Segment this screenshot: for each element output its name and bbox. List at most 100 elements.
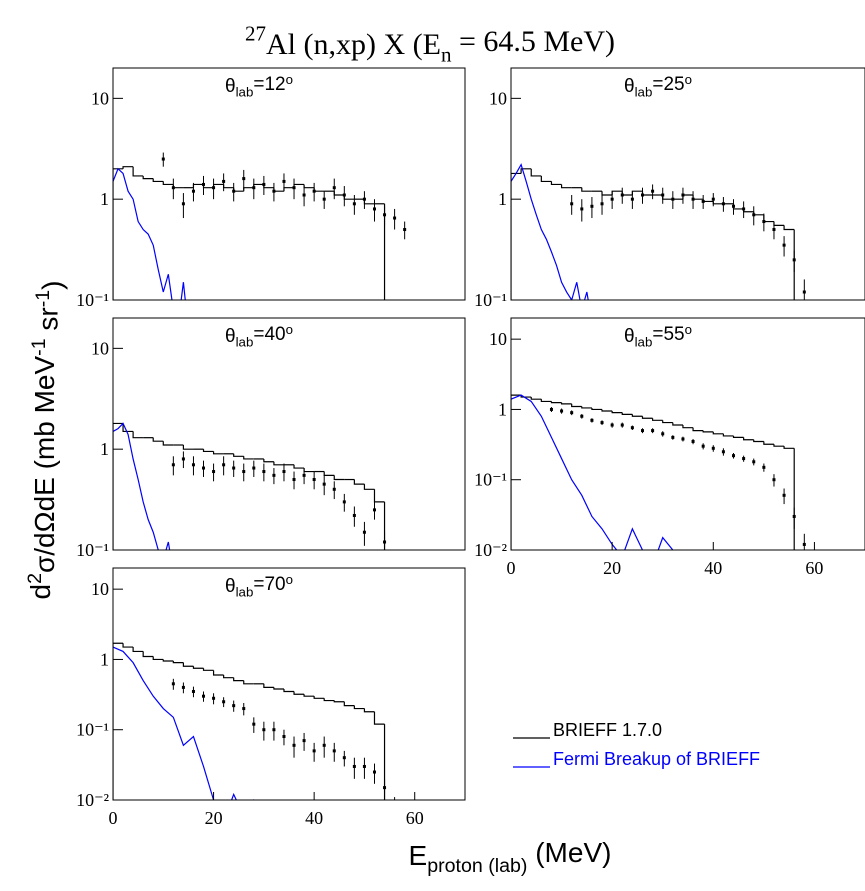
histogram-bin bbox=[743, 437, 754, 441]
data-point bbox=[202, 466, 206, 470]
data-point bbox=[171, 186, 175, 190]
data-point bbox=[202, 182, 206, 186]
histogram-bin bbox=[162, 659, 174, 662]
histogram-bin bbox=[122, 643, 134, 648]
histogram-bin bbox=[712, 201, 724, 205]
data-point bbox=[202, 694, 206, 698]
histogram-bin bbox=[273, 461, 284, 466]
text-part: θ bbox=[624, 76, 635, 97]
data-point bbox=[752, 213, 756, 217]
histogram-bin bbox=[233, 187, 244, 192]
data-point bbox=[292, 743, 296, 747]
data-point bbox=[762, 220, 766, 224]
y-tick-label: 1 bbox=[100, 189, 109, 209]
y-tick-label: 10 bbox=[489, 329, 507, 349]
data-point bbox=[610, 423, 614, 427]
data-point bbox=[802, 542, 806, 546]
text-part: (MeV) bbox=[527, 837, 611, 868]
histogram-bin bbox=[152, 437, 164, 442]
data-point bbox=[262, 728, 266, 732]
text-part: o bbox=[286, 572, 293, 587]
data-point bbox=[171, 682, 175, 686]
histogram-bin bbox=[682, 194, 694, 200]
histogram-bin bbox=[353, 479, 365, 485]
text-part: n bbox=[441, 42, 452, 66]
histogram-bin bbox=[363, 199, 375, 205]
histogram-bin bbox=[343, 701, 355, 707]
data-point bbox=[792, 514, 796, 518]
data-point bbox=[792, 258, 796, 262]
histogram-bin bbox=[773, 221, 785, 226]
data-point bbox=[342, 500, 346, 504]
panel-title: θlab=40o bbox=[225, 322, 293, 350]
data-point bbox=[312, 189, 316, 193]
histogram-bin bbox=[323, 698, 335, 702]
histogram-bin bbox=[343, 195, 355, 200]
data-point bbox=[681, 437, 685, 441]
histogram-bin bbox=[353, 705, 365, 710]
text-part: ) bbox=[36, 281, 67, 290]
panel-title: θlab=25o bbox=[624, 72, 692, 100]
histogram-bin bbox=[263, 458, 274, 463]
data-point bbox=[232, 189, 236, 193]
histogram-bin bbox=[662, 195, 673, 200]
histogram-bin bbox=[363, 484, 375, 490]
histogram-bin bbox=[263, 184, 274, 189]
histogram-bin bbox=[132, 647, 144, 653]
y-tick-label: 10 bbox=[91, 338, 109, 358]
histogram-bin bbox=[223, 184, 234, 189]
text-part: θ bbox=[225, 76, 236, 97]
histogram-bin bbox=[530, 168, 542, 177]
data-point bbox=[362, 197, 366, 201]
data-point bbox=[322, 482, 326, 486]
y-tick-label: 10⁻² bbox=[76, 790, 109, 810]
histogram-bin bbox=[732, 203, 744, 210]
data-point bbox=[640, 429, 644, 433]
data-point bbox=[352, 202, 356, 206]
histogram-bin bbox=[233, 677, 244, 682]
histogram-bin bbox=[142, 651, 154, 658]
panel-frame bbox=[510, 317, 865, 551]
histogram-bin bbox=[773, 444, 785, 447]
histogram-bin bbox=[182, 445, 194, 450]
text-part: Al (n,xp) X (E bbox=[266, 28, 441, 61]
histogram-bin bbox=[511, 394, 522, 550]
histogram-bin bbox=[132, 166, 144, 177]
data-point bbox=[393, 558, 396, 561]
data-point bbox=[322, 197, 326, 201]
histogram-bin bbox=[560, 184, 572, 189]
data-point bbox=[813, 321, 816, 324]
data-point bbox=[570, 411, 574, 415]
histogram-bin bbox=[253, 183, 264, 188]
data-point bbox=[549, 407, 553, 411]
data-point bbox=[782, 243, 786, 247]
histogram-bin bbox=[560, 402, 572, 405]
data-point bbox=[302, 739, 306, 743]
histogram-bin bbox=[591, 407, 603, 411]
data-point bbox=[570, 202, 574, 206]
histogram-bin bbox=[313, 187, 325, 192]
data-point bbox=[161, 157, 165, 161]
text-part: proton (lab) bbox=[427, 855, 527, 877]
fermi-line bbox=[511, 394, 674, 550]
histogram-bin bbox=[223, 675, 234, 679]
x-tick-label: 60 bbox=[805, 558, 823, 578]
x-tick-label: 0 bbox=[109, 808, 118, 828]
histogram-bin bbox=[333, 700, 345, 703]
data-point bbox=[232, 466, 236, 470]
x-axis-title: Eproton (lab) (MeV) bbox=[409, 837, 612, 877]
y-tick-label: 10⁻² bbox=[474, 540, 507, 560]
panel-title: θlab=55o bbox=[624, 322, 692, 350]
y-tick-label: 10 bbox=[489, 88, 507, 108]
data-point bbox=[302, 193, 306, 197]
data-point bbox=[782, 493, 786, 497]
histogram-bin bbox=[753, 439, 764, 443]
text-part: 27 bbox=[245, 22, 266, 46]
data-point bbox=[383, 213, 387, 217]
panel bbox=[113, 642, 396, 800]
histogram-bin bbox=[692, 195, 704, 200]
data-point bbox=[222, 700, 226, 704]
text-part: lab bbox=[236, 85, 254, 100]
y-tick-label: 10⁻¹ bbox=[474, 470, 507, 490]
histogram-bin bbox=[273, 187, 284, 192]
